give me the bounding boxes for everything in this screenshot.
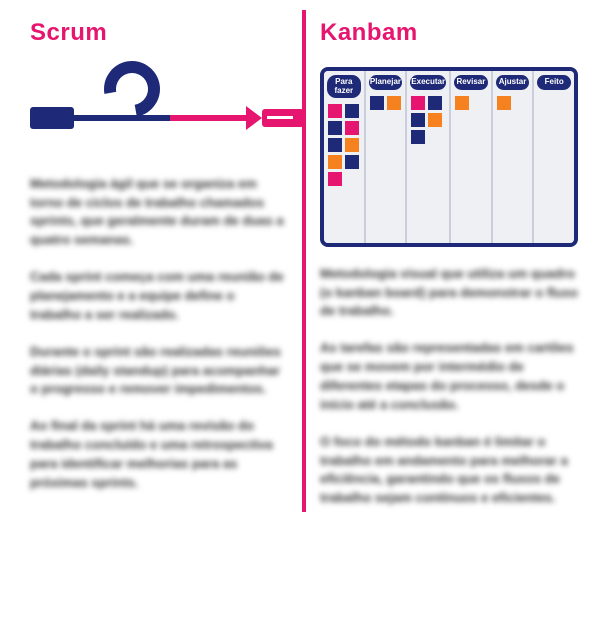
kanban-card [411, 113, 425, 127]
kanban-card [455, 96, 469, 110]
kanban-para-1: Metodologia visual que utiliza um quadro… [320, 265, 578, 322]
kanban-cards [451, 96, 491, 110]
kanban-column: Kanbam Para fazer Planejar Executar Revisar… [304, 16, 594, 508]
kanban-cards [366, 96, 406, 110]
kanban-board: Para fazer Planejar Executar Revisar Ajustar… [320, 67, 578, 247]
kanban-col: Revisar [451, 71, 493, 243]
kanban-col-header: Ajustar [496, 75, 530, 90]
sprint-arrow-line [170, 115, 250, 121]
kanban-col: Executar [407, 71, 451, 243]
sprint-arrow-head-icon [246, 106, 262, 130]
kanban-card [428, 96, 442, 110]
kanban-para-3: O foco do método kanban é limitar o trab… [320, 433, 578, 508]
comparison-container: Scrum Metodologia ágil que se organiza e… [0, 0, 608, 532]
kanban-col-header: Para fazer [327, 75, 361, 99]
scrum-column: Scrum Metodologia ágil que se organiza e… [14, 16, 304, 508]
kanban-cards [493, 96, 533, 110]
scrum-para-4: Ao final da sprint há uma revisão do tra… [30, 417, 288, 492]
kanban-card [328, 138, 342, 152]
kanban-col-header: Feito [537, 75, 571, 90]
sprint-graphic [30, 67, 288, 157]
kanban-title: Kanbam [320, 16, 578, 51]
kanban-card [345, 155, 359, 169]
scrum-para-2: Cada sprint começa com uma reunião de pl… [30, 268, 288, 325]
kanban-card [345, 104, 359, 118]
kanban-col: Ajustar [493, 71, 535, 243]
kanban-col: Para fazer [324, 71, 366, 243]
kanban-card [328, 121, 342, 135]
kanban-card [428, 113, 442, 127]
scrum-para-1: Metodologia ágil que se organiza em torn… [30, 175, 288, 250]
kanban-card [370, 96, 384, 110]
kanban-card [345, 121, 359, 135]
kanban-col: Feito [534, 71, 574, 243]
kanban-card [497, 96, 511, 110]
sprint-end-icon [262, 109, 304, 127]
scrum-para-3: Durante o sprint são realizadas reuniões… [30, 343, 288, 400]
kanban-card [328, 155, 342, 169]
kanban-card [328, 104, 342, 118]
kanban-card [345, 138, 359, 152]
kanban-col: Planejar [366, 71, 408, 243]
kanban-card [387, 96, 401, 110]
kanban-col-header: Planejar [369, 75, 403, 90]
kanban-card [328, 172, 342, 186]
vertical-divider [302, 10, 306, 512]
kanban-para-2: As tarefas são representadas em cartões … [320, 339, 578, 414]
kanban-card [411, 130, 425, 144]
kanban-col-header: Revisar [454, 75, 488, 90]
kanban-col-header: Executar [410, 75, 446, 90]
scrum-title: Scrum [30, 16, 288, 51]
kanban-cards [407, 96, 449, 144]
kanban-cards [324, 104, 364, 186]
kanban-card [411, 96, 425, 110]
